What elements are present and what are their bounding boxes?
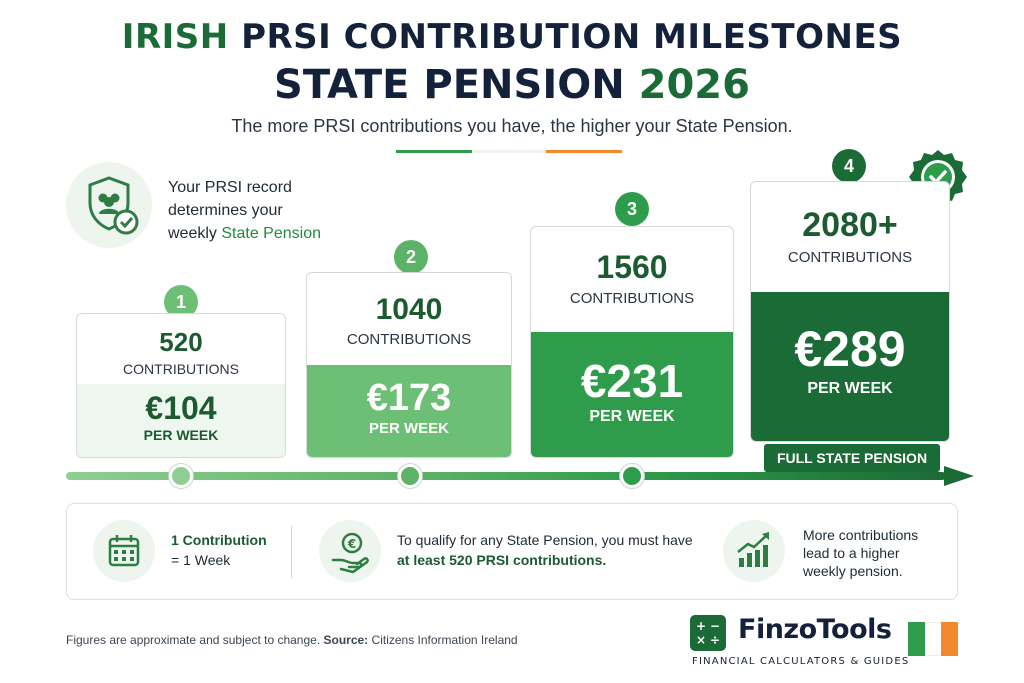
timeline-dot	[398, 464, 422, 488]
step-number-4: 4	[832, 149, 866, 183]
contribution-week-text: 1 Contribution = 1 Week	[171, 532, 267, 568]
contribution-label: CONTRIBUTIONS	[569, 290, 695, 307]
contribution-label: CONTRIBUTIONS	[123, 361, 239, 377]
milestone-card-1: 520 CONTRIBUTIONS €104 PER WEEK	[76, 313, 286, 458]
calendar-icon	[93, 520, 155, 582]
timeline-track	[66, 472, 946, 480]
page-subtitle: The more PRSI contributions you have, th…	[231, 116, 793, 136]
timeline-dot	[169, 464, 193, 488]
step-number-2: 2	[394, 240, 428, 274]
milestone-card-4: 2080+ CONTRIBUTIONS €289 PER WEEK	[750, 181, 950, 442]
euro-hand-icon: €	[319, 520, 381, 582]
svg-text:÷: ÷	[710, 633, 720, 647]
shield-people-check-icon	[66, 162, 152, 248]
weekly-amount: €173	[366, 377, 452, 419]
timeline-dot	[620, 464, 644, 488]
flag-line-white	[472, 150, 548, 153]
title-text: STATE PENSION	[274, 62, 625, 108]
record-line: Your PRSI record	[168, 179, 292, 196]
weekly-amount: €104	[145, 390, 217, 426]
growth-chart-icon	[723, 520, 785, 582]
flag-line-green	[396, 150, 472, 153]
svg-text:−: −	[710, 619, 720, 633]
brand-name: FinzoTools	[738, 614, 892, 645]
brand-tagline: FINANCIAL CALCULATORS & GUIDES	[692, 656, 910, 667]
title-year: 2026	[638, 62, 750, 108]
per-week-label: PER WEEK	[368, 420, 449, 437]
milestone-card-2: 1040 CONTRIBUTIONS €173 PER WEEK	[306, 272, 512, 458]
contribution-label: CONTRIBUTIONS	[346, 331, 472, 348]
title-text: PRSI CONTRIBUTION MILESTONES	[241, 17, 903, 57]
per-week-label: PER WEEK	[143, 427, 219, 443]
per-week-label: PER WEEK	[589, 408, 675, 425]
contribution-count: 1040	[375, 293, 443, 326]
record-text: Your PRSI record determines your weekly …	[168, 176, 368, 245]
qualify-text: To qualify for any State Pension, you mu…	[397, 532, 693, 568]
more-contributions-text: More contributions lead to a higher week…	[803, 527, 919, 579]
contribution-count: 1560	[596, 249, 668, 285]
svg-text:+: +	[696, 619, 706, 633]
svg-text:×: ×	[696, 633, 706, 647]
page-title-line2: STATE PENSION 2026	[0, 60, 1024, 110]
info-divider	[291, 526, 292, 578]
record-line: determines your	[168, 202, 283, 219]
contribution-label: CONTRIBUTIONS	[787, 249, 913, 266]
flag-line-orange	[546, 150, 622, 153]
prsi-record-callout: Your PRSI record determines your weekly …	[66, 162, 366, 252]
weekly-amount: €289	[794, 321, 906, 377]
per-week-label: PER WEEK	[807, 380, 893, 397]
full-state-pension-badge: FULL STATE PENSION	[764, 444, 940, 472]
title-highlight: IRISH	[121, 17, 229, 57]
footnote: Figures are approximate and subject to c…	[66, 633, 518, 647]
record-line: weekly State Pension	[168, 225, 321, 242]
step-number-3: 3	[615, 192, 649, 226]
weekly-amount: €231	[580, 355, 684, 407]
irish-flag-icon	[908, 622, 959, 656]
timeline-arrow-icon	[944, 466, 974, 486]
page-title-line1: IRISH PRSI CONTRIBUTION MILESTONES	[0, 16, 1024, 58]
calculator-logo-icon: + − × ÷	[690, 615, 726, 651]
contribution-count: 2080+	[802, 206, 898, 244]
info-panel: 1 Contribution = 1 Week € To qualify for…	[66, 503, 958, 600]
milestone-card-3: 1560 CONTRIBUTIONS €231 PER WEEK	[530, 226, 734, 458]
contribution-count: 520	[159, 327, 203, 357]
svg-text:€: €	[347, 537, 356, 551]
